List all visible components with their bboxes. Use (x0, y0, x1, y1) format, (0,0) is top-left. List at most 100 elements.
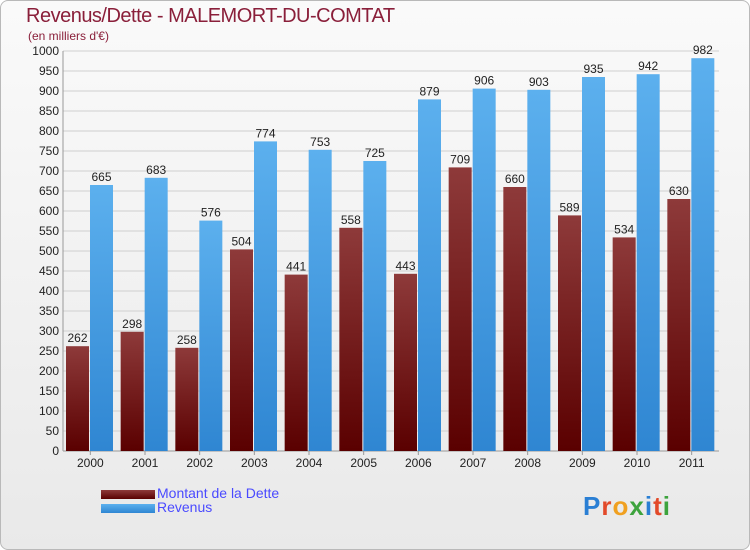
logo-letter: r (601, 491, 613, 521)
data-label-dette: 534 (614, 222, 634, 236)
bar-revenus (144, 177, 168, 452)
y-tick-label: 550 (39, 224, 59, 238)
data-label-dette: 709 (450, 152, 470, 166)
data-label-dette: 630 (669, 184, 689, 198)
bar-dette (66, 346, 89, 451)
bar-revenus (199, 220, 223, 451)
y-tick-label: 800 (39, 124, 59, 138)
logo-letter: t (653, 491, 663, 521)
y-tick-label: 600 (39, 204, 59, 218)
data-label-revenus: 906 (474, 74, 494, 88)
bar-dette (120, 331, 144, 451)
bar-revenus (691, 58, 715, 451)
data-label-dette: 589 (559, 200, 579, 214)
y-tick-label: 700 (39, 164, 59, 178)
data-label-dette: 262 (67, 331, 87, 345)
logo-letter: P (583, 491, 602, 521)
bar-dette (612, 237, 636, 451)
y-tick-label: 0 (52, 444, 59, 458)
data-label-dette: 558 (341, 213, 361, 227)
data-label-dette: 660 (505, 172, 525, 186)
bar-revenus (472, 88, 496, 451)
data-label-revenus: 935 (583, 62, 603, 76)
y-tick-label: 500 (39, 244, 59, 258)
legend-label-dette: Montant de la Dette (157, 485, 280, 501)
proxiti-logo: Proxiti (583, 491, 671, 522)
x-tick-label: 2001 (132, 456, 159, 470)
bar-dette (667, 199, 691, 451)
y-tick-label: 650 (39, 184, 59, 198)
bar-dette (339, 227, 363, 451)
x-tick-label: 2005 (350, 456, 377, 470)
y-tick-label: 850 (39, 104, 59, 118)
bars (66, 58, 715, 452)
x-tick-label: 2007 (460, 456, 487, 470)
y-tick-label: 100 (39, 404, 59, 418)
data-label-revenus: 753 (310, 135, 330, 149)
x-tick-label: 2000 (77, 456, 104, 470)
x-tick-label: 2003 (241, 456, 268, 470)
y-tick-label: 150 (39, 384, 59, 398)
y-tick-label: 450 (39, 264, 59, 278)
x-tick-label: 2006 (405, 456, 432, 470)
legend-swatch-revenus (101, 504, 155, 513)
bar-dette (230, 249, 253, 451)
data-label-revenus: 879 (419, 84, 439, 98)
data-label-revenus: 903 (529, 75, 549, 89)
y-tick-label: 900 (39, 84, 59, 98)
bar-revenus (636, 74, 660, 451)
logo-letter: i (644, 491, 654, 521)
data-label-dette: 443 (395, 259, 415, 273)
data-label-revenus: 725 (365, 146, 385, 160)
x-tick-label: 2008 (514, 456, 541, 470)
data-label-dette: 258 (177, 333, 197, 347)
y-tick-label: 300 (39, 324, 59, 338)
data-label-revenus: 982 (693, 43, 713, 57)
x-tick-label: 2010 (624, 456, 651, 470)
bar-revenus (308, 149, 332, 452)
data-label-revenus: 683 (146, 163, 166, 177)
x-axis-ticks: 2000 2001 2002 2003 2004 2005 2006 2007 2008 2009… (77, 451, 705, 470)
data-labels: 262 665 298 683 258 576 504 774 441 753 558 725 443 8… (67, 43, 713, 347)
bar-revenus (582, 77, 605, 451)
x-tick-label: 2011 (679, 456, 705, 470)
y-tick-label: 250 (39, 344, 59, 358)
bar-revenus (363, 161, 387, 451)
chart-title: Revenus/Dette - MALEMORT-DU-COMTAT (26, 5, 395, 27)
bar-dette (503, 187, 527, 451)
data-label-revenus: 576 (201, 206, 221, 220)
logo-letter: o (612, 491, 630, 521)
data-label-dette: 504 (231, 234, 251, 248)
x-tick-label: 2009 (569, 456, 596, 470)
data-label-revenus: 942 (638, 59, 658, 73)
legend-label-revenus: Revenus (157, 499, 213, 515)
bar-revenus (527, 89, 551, 452)
bar-revenus (90, 185, 113, 451)
data-label-revenus: 665 (91, 170, 111, 184)
y-tick-label: 350 (39, 304, 59, 318)
logo-letter: i (662, 491, 671, 521)
y-tick-label: 950 (39, 64, 59, 78)
grid-lines (62, 50, 719, 452)
x-tick-label: 2002 (186, 456, 213, 470)
y-tick-label: 1000 (32, 44, 59, 58)
bar-dette (284, 274, 308, 451)
bar-dette (448, 167, 472, 451)
legend-swatch-dette (101, 490, 155, 499)
data-label-dette: 441 (286, 260, 306, 274)
logo-letter: x (629, 491, 645, 521)
y-tick-label: 50 (46, 424, 60, 438)
data-label-dette: 298 (122, 317, 142, 331)
bar-dette (558, 215, 581, 451)
y-tick-label: 200 (39, 364, 59, 378)
bar-revenus (254, 141, 277, 451)
x-tick-label: 2004 (296, 456, 323, 470)
bar-dette (175, 347, 199, 451)
data-label-revenus: 774 (255, 126, 275, 140)
y-tick-label: 400 (39, 284, 59, 298)
y-tick-label: 750 (39, 144, 59, 158)
bar-dette (394, 273, 417, 451)
bar-revenus (418, 99, 441, 452)
